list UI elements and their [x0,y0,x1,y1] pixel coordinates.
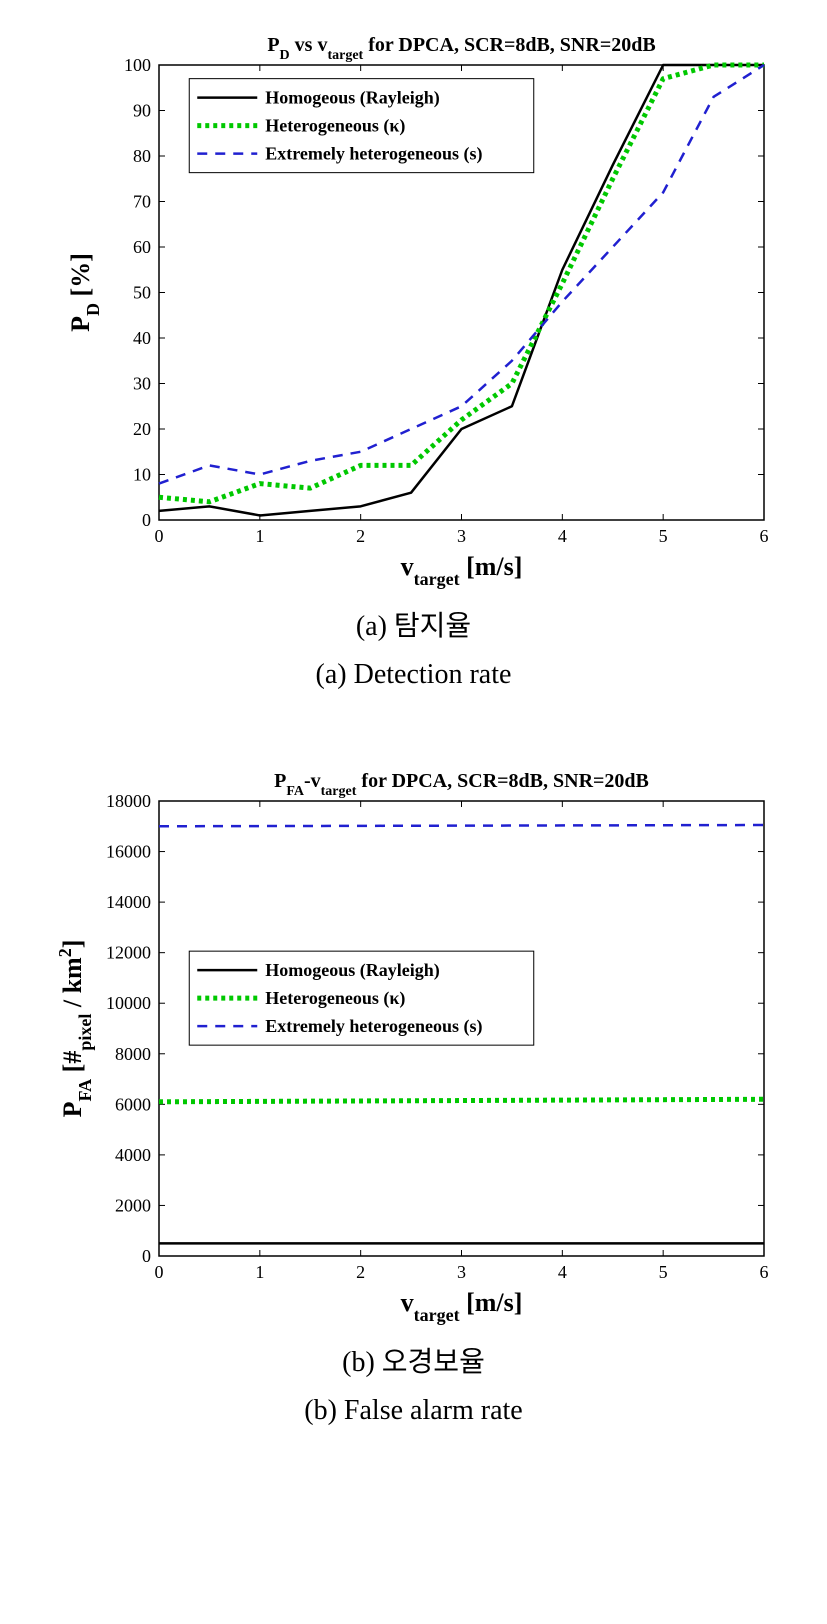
svg-text:2: 2 [356,1262,365,1282]
svg-text:100: 100 [124,55,151,75]
svg-text:16000: 16000 [106,842,151,862]
svg-text:Extremely heterogeneous (s): Extremely heterogeneous (s) [265,144,482,165]
svg-text:Homogeous (Rayleigh): Homogeous (Rayleigh) [265,960,440,981]
svg-text:0: 0 [142,510,151,530]
svg-text:1: 1 [255,1262,264,1282]
svg-text:Heterogeneous (κ): Heterogeneous (κ) [265,116,405,137]
svg-text:6: 6 [759,526,768,546]
svg-text:30: 30 [133,374,151,394]
svg-text:90: 90 [133,101,151,121]
svg-text:PD [%]: PD [%] [66,253,103,332]
svg-text:6: 6 [759,1262,768,1282]
svg-text:2000: 2000 [115,1195,151,1215]
svg-text:70: 70 [133,192,151,212]
caption-a-kr: (a) 탐지율 [20,606,807,648]
svg-text:20: 20 [133,419,151,439]
svg-text:0: 0 [154,526,163,546]
svg-text:40: 40 [133,328,151,348]
svg-text:14000: 14000 [106,892,151,912]
chart-a-svg: 01234560102030405060708090100PD vs vtarg… [44,20,784,600]
chart-a-wrapper: 01234560102030405060708090100PD vs vtarg… [20,20,807,600]
svg-text:6000: 6000 [115,1094,151,1114]
svg-text:Homogeous (Rayleigh): Homogeous (Rayleigh) [265,88,440,109]
svg-text:0: 0 [154,1262,163,1282]
svg-text:vtarget [m/s]: vtarget [m/s] [400,1288,522,1325]
svg-text:12000: 12000 [106,943,151,963]
svg-text:PFA [#pixel / km2]: PFA [#pixel / km2] [55,940,95,1118]
caption-a-en: (a) Detection rate [20,654,807,696]
svg-text:Extremely heterogeneous (s): Extremely heterogeneous (s) [265,1016,482,1037]
svg-text:10: 10 [133,465,151,485]
svg-text:50: 50 [133,283,151,303]
svg-text:0: 0 [142,1246,151,1266]
svg-text:4000: 4000 [115,1145,151,1165]
svg-text:3: 3 [457,526,466,546]
svg-text:4: 4 [557,526,566,546]
figure-a: 01234560102030405060708090100PD vs vtarg… [20,20,807,696]
svg-text:3: 3 [457,1262,466,1282]
figure-b: 0 1 2 3 4 5 6 0 2000 4000 6000 8000 10000 12000 14000 1… [20,756,807,1432]
svg-text:1: 1 [255,526,264,546]
svg-text:18000: 18000 [106,791,151,811]
caption-b-kr: (b) 오경보율 [20,1342,807,1384]
svg-text:PD vs vtarget for DPCA, SCR=8d: PD vs vtarget for DPCA, SCR=8dB, SNR=20d… [267,34,655,63]
svg-text:80: 80 [133,146,151,166]
svg-text:2: 2 [356,526,365,546]
svg-text:10000: 10000 [106,993,151,1013]
svg-text:8000: 8000 [115,1044,151,1064]
svg-text:60: 60 [133,237,151,257]
chart-b-wrapper: 0 1 2 3 4 5 6 0 2000 4000 6000 8000 10000 12000 14000 1… [20,756,807,1336]
svg-text:vtarget [m/s]: vtarget [m/s] [400,552,522,589]
chart-b-svg: 0 1 2 3 4 5 6 0 2000 4000 6000 8000 10000 12000 14000 1… [44,756,784,1336]
svg-text:PFA-vtarget for DPCA, SCR=8dB,: PFA-vtarget for DPCA, SCR=8dB, SNR=20dB [274,770,649,799]
svg-text:Heterogeneous (κ): Heterogeneous (κ) [265,988,405,1009]
svg-text:5: 5 [658,1262,667,1282]
caption-b-en: (b) False alarm rate [20,1390,807,1432]
svg-text:4: 4 [557,1262,566,1282]
svg-text:5: 5 [658,526,667,546]
